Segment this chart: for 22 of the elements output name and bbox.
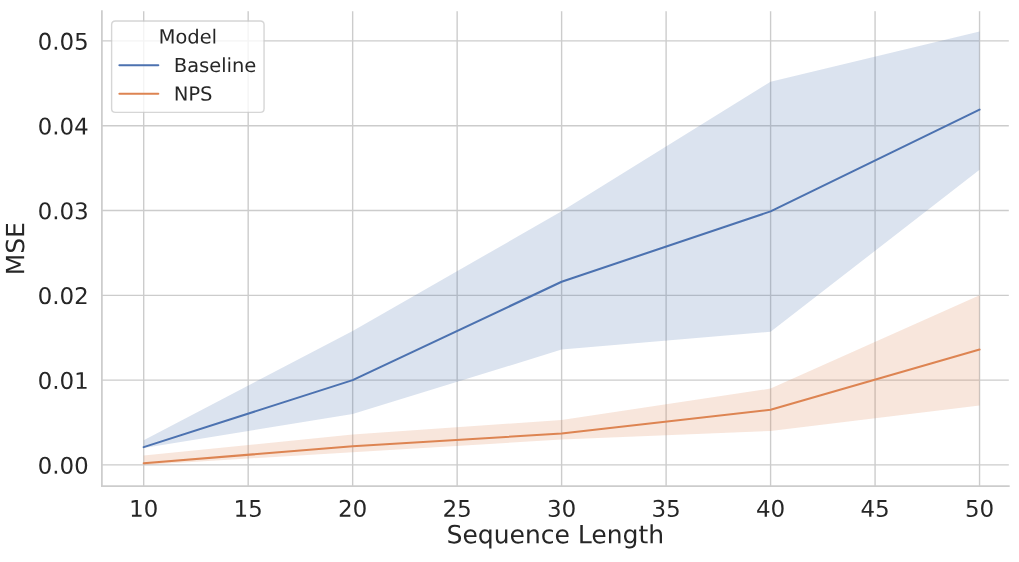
legend-label: Baseline bbox=[175, 57, 256, 73]
line-series bbox=[142, 348, 981, 465]
x-tick-label: 15 bbox=[236, 500, 261, 518]
x-tick-label: 45 bbox=[861, 500, 888, 518]
x-tick-label: 30 bbox=[548, 499, 575, 518]
y-tick-label: 0.01 bbox=[39, 371, 87, 390]
y-axis-title: MSE bbox=[5, 223, 25, 273]
y-tick-label: 0.00 bbox=[39, 456, 88, 474]
legend-title: Model bbox=[160, 28, 216, 44]
x-tick-label: 40 bbox=[757, 499, 784, 518]
x-axis-title: Sequence Length bbox=[448, 524, 662, 549]
x-tick-label: 50 bbox=[966, 499, 993, 518]
y-tick-label: 0.02 bbox=[39, 287, 87, 305]
y-tick-label: 0.04 bbox=[39, 117, 88, 135]
x-tick-label: 10 bbox=[131, 499, 157, 518]
y-tick-label: 0.03 bbox=[39, 202, 87, 220]
y-tick-label: 0.05 bbox=[39, 32, 87, 50]
x-tick-label: 25 bbox=[444, 499, 470, 518]
x-tick-label: 35 bbox=[653, 499, 679, 518]
legend-label: NPS bbox=[175, 86, 212, 101]
line-series bbox=[142, 108, 981, 449]
x-tick-label: 20 bbox=[339, 499, 366, 518]
